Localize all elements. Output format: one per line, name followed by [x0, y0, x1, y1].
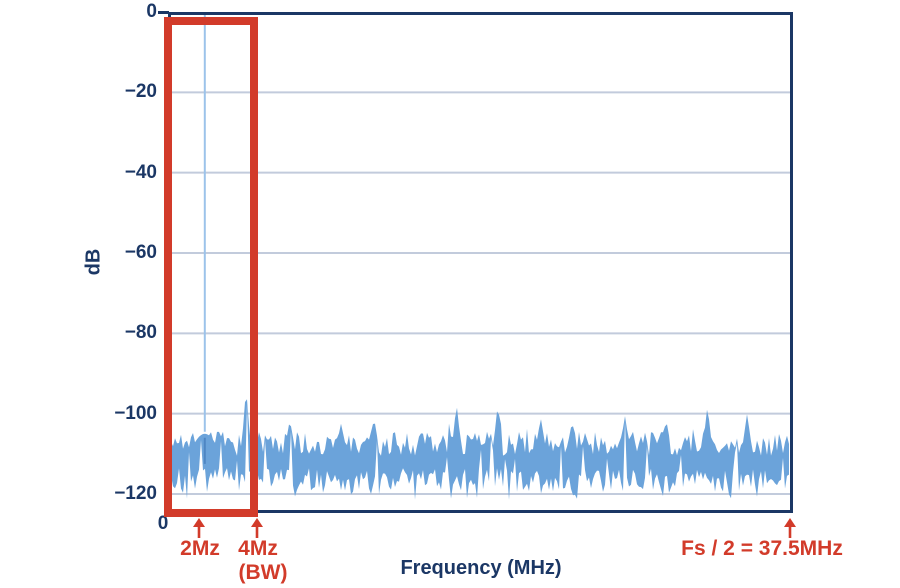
noise-spectrum-area [171, 399, 789, 500]
plot-frame [168, 12, 793, 513]
tone-frequency-annotation: 2Mz [180, 537, 220, 560]
y-tick-label: −80 [124, 322, 157, 344]
up-arrow-icon [784, 518, 796, 538]
y-tick-label: −60 [124, 242, 157, 263]
up-arrow-icon [193, 518, 205, 538]
y-tick-label: −40 [124, 161, 157, 183]
bandwidth-annotation: 4Mz [238, 537, 278, 560]
y-tick-label: −20 [124, 81, 157, 103]
x-axis-label: Frequency (MHz) [400, 557, 562, 579]
y-tick-label: 0 [146, 1, 157, 22]
x-origin-label: 0 [157, 513, 169, 534]
y-axis-zero-tick [158, 11, 169, 14]
y-axis-label: dB [82, 248, 105, 276]
nyquist-annotation: Fs / 2 = 37.5MHz [681, 537, 843, 560]
bandwidth-sub-annotation: (BW) [238, 561, 288, 584]
bandwidth-highlight-box [164, 17, 258, 517]
y-tick-label: −100 [114, 402, 157, 424]
up-arrow-icon [251, 518, 263, 538]
y-tick-label: −120 [114, 483, 157, 504]
plot-area [168, 12, 793, 513]
